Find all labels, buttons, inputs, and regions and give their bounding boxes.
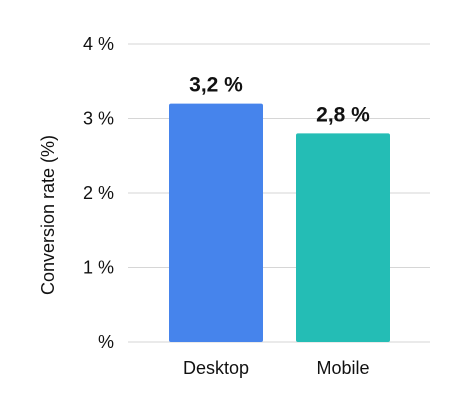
bars — [169, 103, 390, 342]
bar-mobile — [296, 133, 390, 342]
y-tick-label: 1 % — [83, 258, 114, 278]
y-tick-label: % — [98, 332, 114, 352]
labels: % 1 % 2 % 3 % 4 % 3,2 % Desktop 2,8 % Mobile — [83, 34, 370, 378]
x-tick-label: Desktop — [183, 358, 249, 378]
y-tick-label: 3 % — [83, 109, 114, 129]
bar-desktop — [169, 103, 263, 342]
data-label: 3,2 % — [189, 74, 243, 97]
y-tick-label: 4 % — [83, 34, 114, 54]
y-tick-label: 2 % — [83, 183, 114, 203]
x-tick-label: Mobile — [316, 358, 369, 378]
y-axis-label: Conversion rate (%) — [38, 135, 58, 295]
data-label: 2,8 % — [316, 103, 370, 126]
